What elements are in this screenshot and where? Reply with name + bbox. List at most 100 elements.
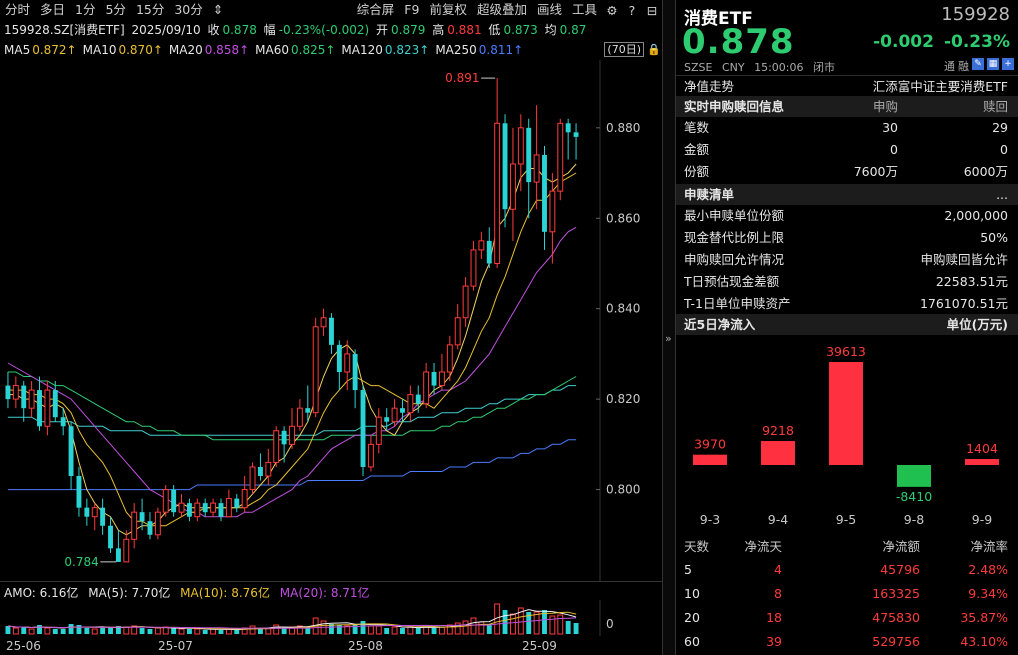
candle[interactable] xyxy=(542,145,547,250)
candle[interactable] xyxy=(202,498,208,517)
candle[interactable] xyxy=(533,105,540,210)
candle[interactable] xyxy=(225,489,232,518)
candle[interactable] xyxy=(37,376,42,431)
candle[interactable] xyxy=(68,421,74,490)
tab-15min[interactable]: 15分 xyxy=(135,2,165,17)
candle[interactable] xyxy=(312,317,319,418)
period-dropdown-icon[interactable]: ⇕ xyxy=(212,2,224,17)
candle[interactable] xyxy=(565,118,571,160)
candle[interactable] xyxy=(28,381,35,418)
collapse-arrow-icon[interactable]: » xyxy=(665,332,672,345)
candle[interactable] xyxy=(446,335,453,382)
btn-super-overlay[interactable]: 超级叠加 xyxy=(476,2,527,17)
candle[interactable] xyxy=(526,118,532,219)
candle[interactable] xyxy=(84,498,90,526)
candle[interactable] xyxy=(60,408,66,436)
candle[interactable] xyxy=(178,494,185,517)
candle[interactable] xyxy=(462,277,469,327)
candle[interactable] xyxy=(234,494,240,513)
btn-forward-adjust[interactable]: 前复权 xyxy=(429,2,467,17)
candle[interactable] xyxy=(186,498,192,522)
period-range-badge[interactable]: (70日) xyxy=(604,42,644,57)
candle[interactable] xyxy=(131,503,138,549)
candle[interactable] xyxy=(509,127,516,241)
candle[interactable] xyxy=(384,408,390,431)
candle[interactable] xyxy=(154,507,161,540)
candle[interactable] xyxy=(273,426,280,467)
candle[interactable] xyxy=(320,308,327,336)
candle[interactable] xyxy=(21,381,27,422)
candle[interactable] xyxy=(329,313,334,354)
candle[interactable] xyxy=(52,381,58,422)
candle[interactable] xyxy=(265,448,272,486)
candle[interactable] xyxy=(296,399,303,431)
candle[interactable] xyxy=(438,353,445,391)
candle[interactable] xyxy=(210,498,217,517)
candle[interactable] xyxy=(241,476,248,513)
candle[interactable] xyxy=(218,498,224,522)
candle[interactable] xyxy=(517,114,524,192)
lock-icon[interactable]: 🔒 xyxy=(647,43,661,56)
candle[interactable] xyxy=(423,362,430,409)
candle[interactable] xyxy=(123,530,130,563)
candlestick-chart[interactable]: 0.880 0.860 0.840 0.820 0.800 0.891 0.784 xyxy=(0,60,662,582)
candle[interactable] xyxy=(162,485,169,517)
candle[interactable] xyxy=(249,462,256,495)
candle[interactable] xyxy=(407,385,414,422)
edit-icon[interactable]: ✎ xyxy=(972,58,984,70)
candle[interactable] xyxy=(549,173,556,264)
candle[interactable] xyxy=(100,498,106,535)
add-icon[interactable]: + xyxy=(1002,58,1014,70)
tab-intraday[interactable]: 分时 xyxy=(5,2,31,17)
candle[interactable] xyxy=(367,435,374,472)
btn-f9[interactable]: F9 xyxy=(404,2,420,17)
candle[interactable] xyxy=(375,408,382,454)
candle[interactable] xyxy=(12,376,19,409)
candle[interactable] xyxy=(486,227,492,268)
nav-trend-row[interactable]: 净值走势 汇添富中证主要消费ETF xyxy=(676,75,1018,96)
candle[interactable] xyxy=(115,530,121,562)
candle[interactable] xyxy=(139,498,145,531)
candle[interactable] xyxy=(5,372,11,409)
candle[interactable] xyxy=(478,231,485,259)
candle[interactable] xyxy=(502,114,508,228)
candle[interactable] xyxy=(470,240,477,291)
candle[interactable] xyxy=(431,362,437,395)
candle[interactable] xyxy=(44,381,51,436)
settings-gear-icon[interactable]: ⚙ xyxy=(606,2,618,18)
candle[interactable] xyxy=(344,340,351,391)
candle[interactable] xyxy=(171,485,177,517)
candle[interactable] xyxy=(147,512,153,540)
candle[interactable] xyxy=(289,408,295,449)
candle[interactable] xyxy=(76,466,82,517)
candle[interactable] xyxy=(257,453,263,481)
candle[interactable] xyxy=(336,340,342,391)
volume-chart[interactable]: 0 xyxy=(0,600,662,636)
help-icon[interactable]: ? xyxy=(628,2,636,18)
candle[interactable] xyxy=(400,399,405,422)
tab-5min[interactable]: 5分 xyxy=(105,2,126,17)
pane-splitter[interactable]: » xyxy=(662,0,676,655)
tab-1min[interactable]: 1分 xyxy=(75,2,96,17)
btn-tools[interactable]: 工具 xyxy=(571,2,597,17)
tab-multiday[interactable]: 多日 xyxy=(40,2,66,17)
candle[interactable] xyxy=(494,78,501,268)
candle[interactable] xyxy=(454,304,461,350)
more-icon[interactable]: ... xyxy=(996,187,1008,202)
candle[interactable] xyxy=(352,349,358,409)
candle[interactable] xyxy=(305,385,311,422)
candle[interactable] xyxy=(360,385,366,476)
candle[interactable] xyxy=(281,426,287,463)
grid-icon[interactable]: ▦ xyxy=(987,58,999,70)
candle[interactable] xyxy=(557,118,564,201)
close-icon[interactable]: ⊟ xyxy=(646,2,658,18)
btn-draw-line[interactable]: 画线 xyxy=(536,2,562,17)
btn-composite-screen[interactable]: 综合屏 xyxy=(356,2,395,17)
candle[interactable] xyxy=(108,516,113,553)
tab-30min[interactable]: 30分 xyxy=(174,2,203,17)
candle[interactable] xyxy=(391,399,398,427)
candle[interactable] xyxy=(573,123,579,160)
candle[interactable] xyxy=(415,385,421,413)
candle[interactable] xyxy=(194,498,201,522)
candle[interactable] xyxy=(91,503,98,531)
